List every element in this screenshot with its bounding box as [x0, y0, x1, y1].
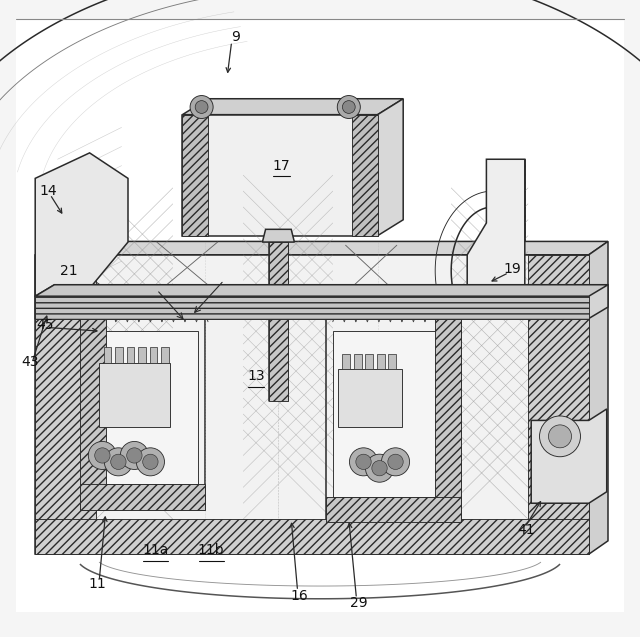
- Polygon shape: [435, 318, 461, 522]
- Circle shape: [388, 454, 403, 469]
- Circle shape: [120, 441, 148, 469]
- Text: 41: 41: [517, 523, 535, 537]
- Bar: [365, 354, 373, 369]
- Circle shape: [356, 454, 371, 469]
- Polygon shape: [333, 331, 448, 497]
- Polygon shape: [80, 484, 205, 510]
- Polygon shape: [528, 255, 589, 554]
- Polygon shape: [531, 409, 607, 503]
- Circle shape: [337, 96, 360, 118]
- Text: 43: 43: [21, 355, 39, 369]
- Circle shape: [88, 441, 116, 469]
- Circle shape: [136, 448, 164, 476]
- Bar: [161, 347, 169, 363]
- Circle shape: [349, 448, 378, 476]
- Bar: [150, 347, 157, 363]
- Circle shape: [143, 454, 158, 469]
- Polygon shape: [182, 115, 378, 236]
- Polygon shape: [35, 285, 608, 318]
- Polygon shape: [269, 242, 288, 401]
- Circle shape: [381, 448, 410, 476]
- Circle shape: [127, 448, 142, 463]
- Bar: [354, 354, 362, 369]
- Polygon shape: [262, 229, 294, 242]
- Text: 9: 9: [231, 30, 240, 44]
- Bar: [99, 363, 170, 427]
- Circle shape: [372, 461, 387, 476]
- Polygon shape: [35, 255, 589, 554]
- Polygon shape: [35, 285, 608, 296]
- Text: 11b: 11b: [198, 543, 225, 557]
- Bar: [388, 354, 396, 369]
- Polygon shape: [35, 153, 128, 296]
- Polygon shape: [35, 255, 96, 554]
- Circle shape: [111, 454, 126, 469]
- Circle shape: [104, 448, 132, 476]
- Polygon shape: [35, 178, 54, 296]
- Bar: [338, 369, 402, 427]
- Circle shape: [548, 425, 572, 448]
- Polygon shape: [182, 99, 403, 115]
- Circle shape: [190, 96, 213, 118]
- Polygon shape: [35, 519, 589, 554]
- Bar: [35, 296, 589, 318]
- Polygon shape: [506, 159, 525, 296]
- Text: 11a: 11a: [142, 543, 169, 557]
- Polygon shape: [35, 241, 608, 255]
- Circle shape: [342, 101, 355, 113]
- Circle shape: [540, 416, 580, 457]
- Bar: [104, 347, 111, 363]
- Bar: [377, 354, 385, 369]
- Polygon shape: [378, 99, 403, 236]
- Circle shape: [95, 448, 110, 463]
- Bar: [342, 354, 350, 369]
- Text: 19: 19: [503, 262, 521, 276]
- Polygon shape: [352, 115, 378, 236]
- Bar: [115, 347, 123, 363]
- Text: 14: 14: [39, 184, 57, 198]
- Text: 21: 21: [60, 264, 78, 278]
- Text: 29: 29: [349, 596, 367, 610]
- Bar: [127, 347, 134, 363]
- Polygon shape: [182, 115, 208, 236]
- Polygon shape: [326, 497, 461, 522]
- Polygon shape: [80, 318, 106, 510]
- Circle shape: [195, 101, 208, 113]
- Text: 17: 17: [273, 159, 291, 173]
- Polygon shape: [467, 159, 525, 296]
- Polygon shape: [589, 241, 608, 554]
- Text: 11: 11: [88, 577, 106, 591]
- Circle shape: [365, 454, 394, 482]
- Polygon shape: [93, 331, 198, 484]
- Text: 45: 45: [36, 318, 54, 332]
- Text: 13: 13: [247, 369, 265, 383]
- Bar: [138, 347, 146, 363]
- Text: 16: 16: [291, 589, 308, 603]
